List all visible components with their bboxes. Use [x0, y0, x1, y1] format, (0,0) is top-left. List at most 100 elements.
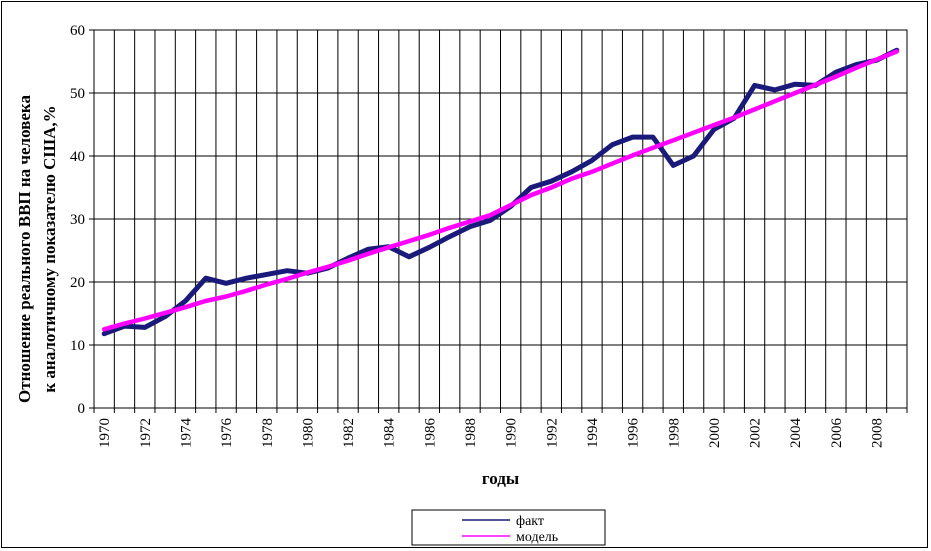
- x-tick-label: 2006: [829, 418, 845, 449]
- legend-box: [411, 509, 606, 546]
- data-point-fact: [184, 300, 187, 302]
- data-point-fact: [265, 273, 268, 276]
- data-point-model: [672, 139, 675, 142]
- y-tick-label: 10: [70, 338, 85, 354]
- data-point-model: [184, 306, 187, 309]
- data-point-model: [144, 317, 146, 320]
- data-point-model: [204, 300, 207, 302]
- data-point-model: [753, 108, 756, 111]
- y-tick-label: 40: [70, 149, 85, 165]
- data-point-fact: [652, 136, 654, 138]
- data-point-model: [428, 233, 431, 236]
- data-point-fact: [408, 255, 410, 258]
- data-point-fact: [591, 159, 593, 162]
- data-point-model: [774, 100, 776, 102]
- data-point-model: [794, 92, 797, 94]
- data-point-fact: [530, 186, 532, 189]
- data-point-fact: [611, 143, 614, 146]
- x-tick-label: 1980: [300, 418, 316, 448]
- series-layer: [101, 47, 900, 337]
- data-point-model: [570, 177, 573, 180]
- x-axis-ticks: 1970 1972 1974 1976 1978 1980 1982 1984 1986 1988…: [93, 408, 908, 449]
- x-tick-label: 1970: [97, 418, 113, 448]
- x-tick-label: 2002: [748, 418, 764, 448]
- x-tick-label: 1982: [341, 418, 357, 448]
- x-tick-label: 2004: [788, 418, 804, 449]
- data-point-model: [611, 162, 614, 165]
- data-point-model: [692, 131, 695, 134]
- data-point-model: [652, 147, 654, 149]
- data-point-model: [387, 246, 390, 249]
- data-point-fact: [103, 332, 105, 335]
- data-point-model: [225, 295, 227, 298]
- data-point-fact: [794, 83, 797, 85]
- x-tick-label: 1974: [178, 418, 194, 449]
- data-point-fact: [672, 164, 675, 167]
- legend-label-fact: факт: [516, 514, 544, 529]
- data-point-model: [367, 252, 370, 255]
- data-point-model: [835, 75, 837, 78]
- data-point-fact: [367, 248, 370, 251]
- data-point-model: [530, 194, 532, 196]
- data-point-model: [245, 290, 248, 292]
- data-point-model: [875, 58, 878, 61]
- data-point-fact: [245, 277, 248, 280]
- data-point-model: [550, 186, 553, 189]
- data-point-fact: [753, 84, 756, 87]
- data-point-model: [631, 154, 634, 157]
- data-point-model: [591, 170, 593, 173]
- data-point-model: [713, 124, 715, 126]
- x-tick-label: 2008: [870, 418, 886, 448]
- data-point-fact: [631, 136, 634, 138]
- data-point-model: [509, 204, 512, 206]
- data-point-fact: [164, 315, 166, 318]
- data-point-fact: [286, 269, 288, 272]
- data-point-fact: [144, 326, 146, 329]
- y-tick-label: 20: [70, 275, 85, 291]
- data-point-model: [265, 283, 268, 286]
- x-tick-label: 1986: [422, 418, 438, 449]
- x-tick-label: 1996: [626, 418, 642, 449]
- y-axis-title-line-1: Отношение реального ВВП на человека: [15, 95, 34, 403]
- data-point-model: [164, 312, 166, 314]
- x-axis-title: годы: [482, 469, 519, 488]
- x-tick-label: 2000: [707, 418, 723, 448]
- data-point-fact: [570, 170, 573, 173]
- y-axis-title-line-2: к аналотичному показателю США,%: [40, 105, 59, 392]
- data-point-fact: [489, 219, 492, 222]
- data-point-model: [733, 116, 736, 119]
- data-point-model: [347, 259, 349, 262]
- data-point-model: [408, 240, 410, 242]
- series-line-model: [101, 49, 900, 332]
- data-point-fact: [713, 128, 715, 131]
- data-point-fact: [225, 282, 227, 285]
- data-point-fact: [692, 155, 695, 157]
- x-tick-label: 1990: [504, 418, 520, 448]
- series-line-fact: [101, 47, 900, 337]
- x-tick-label: 1988: [463, 418, 479, 448]
- data-point-model: [489, 214, 492, 217]
- y-tick-label: 60: [70, 23, 85, 39]
- data-point-model: [123, 322, 126, 325]
- y-tick-label: 0: [78, 401, 86, 417]
- x-tick-label: 1984: [382, 418, 398, 449]
- data-point-fact: [469, 225, 471, 228]
- data-point-fact: [428, 246, 431, 249]
- x-tick-label: 1976: [219, 418, 235, 449]
- data-point-model: [103, 328, 105, 331]
- data-point-model: [326, 266, 329, 268]
- x-tick-label: 1994: [585, 418, 601, 449]
- x-tick-label: 1978: [260, 418, 276, 448]
- data-point-fact: [550, 180, 553, 182]
- data-point-fact: [448, 235, 451, 238]
- data-point-model: [448, 227, 451, 229]
- y-axis-title: Отношение реального ВВП на человека к ан…: [15, 95, 59, 403]
- y-axis-ticks: 0 10 20 30 40 50 60: [70, 23, 94, 417]
- data-point-fact: [855, 63, 857, 66]
- data-point-model: [286, 278, 288, 280]
- y-tick-label: 30: [70, 212, 85, 228]
- data-point-model: [469, 220, 471, 223]
- x-tick-label: 1992: [544, 418, 560, 448]
